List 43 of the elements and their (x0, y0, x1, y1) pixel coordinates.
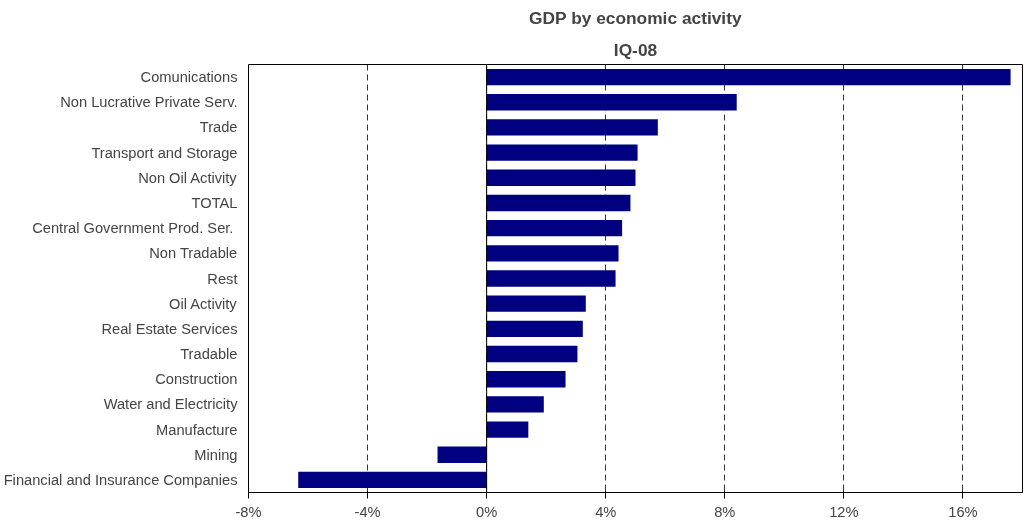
y-tick-label: Rest (207, 270, 238, 287)
bar (437, 446, 487, 463)
x-tick-label: -4% (354, 503, 381, 520)
bar (486, 68, 1011, 86)
y-tick-label: Non Oil Activity (138, 169, 238, 186)
y-tick-label: Comunications (140, 69, 238, 86)
bar (486, 219, 623, 237)
y-tick-label: Manufacture (156, 421, 238, 438)
bar (486, 119, 658, 136)
y-tick-label: Construction (155, 371, 238, 388)
y-tick-label: Central Government Prod. Ser. (32, 220, 234, 237)
y-tick-label: Non Tradable (149, 245, 238, 262)
bar (486, 396, 544, 413)
x-tick-label: 16% (948, 503, 978, 520)
y-tick-label: Water and Electricity (103, 396, 239, 413)
y-tick-label: Tradable (180, 346, 238, 363)
bar (486, 245, 619, 262)
bar (486, 144, 638, 161)
bar (486, 371, 566, 388)
y-tick-label: Non Lucrative Private Serv. (60, 94, 238, 111)
chart-subtitle: IQ-08 (613, 39, 658, 60)
bar (486, 194, 631, 212)
y-tick-label: Real Estate Services (101, 320, 238, 337)
bar (486, 94, 737, 111)
x-tick-label: 12% (829, 503, 859, 520)
y-tick-label: Trade (199, 119, 238, 136)
bar (298, 471, 487, 489)
y-tick-label: Mining (194, 446, 238, 463)
x-tick-label: 4% (595, 503, 617, 520)
bar (486, 421, 529, 438)
bar (486, 295, 586, 312)
x-tick-label: 8% (714, 503, 736, 520)
chart-title: GDP by economic activity (529, 7, 742, 28)
y-tick-label: Financial and Insurance Companies (3, 471, 238, 488)
bar (486, 320, 583, 338)
x-tick-label: 0% (476, 503, 498, 520)
y-tick-label: Transport and Storage (91, 144, 238, 161)
bar (486, 169, 636, 186)
y-tick-label: TOTAL (191, 194, 238, 211)
bar (486, 270, 616, 287)
bar (486, 345, 578, 363)
y-tick-label: Oil Activity (169, 295, 238, 312)
x-tick-label: -8% (235, 503, 262, 520)
